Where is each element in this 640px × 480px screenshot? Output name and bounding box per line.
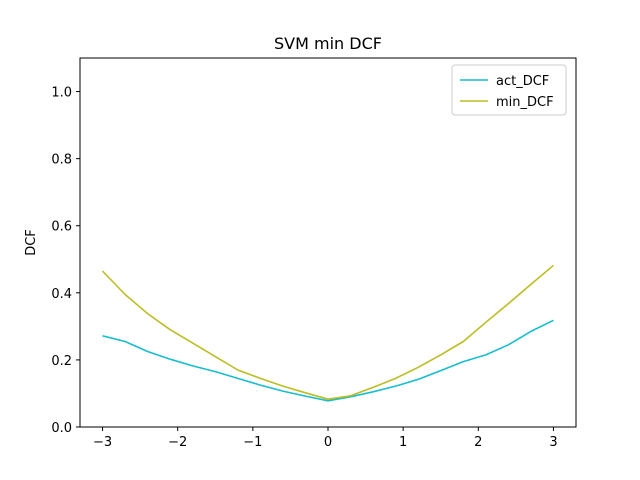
y-tick-label: 0.4 xyxy=(51,287,72,302)
legend: act_DCF min_DCF xyxy=(451,64,567,116)
x-tick-label: 0 xyxy=(324,435,332,450)
x-tick-label: −2 xyxy=(168,435,187,450)
y-tick-label: 0.2 xyxy=(51,354,72,369)
x-tick-label: 1 xyxy=(399,435,407,450)
y-tick-label: 0.0 xyxy=(51,421,72,436)
legend-box xyxy=(451,64,567,116)
axis-ticks: −3 −2 −1 0 1 2 3 0.0 0.2 0.4 0.6 0.8 1.0 xyxy=(51,86,557,450)
y-tick-label: 0.6 xyxy=(51,220,72,235)
x-tick-label: −3 xyxy=(93,435,112,450)
y-tick-label: 1.0 xyxy=(51,86,72,101)
chart-title: SVM min DCF xyxy=(274,34,382,53)
legend-label: act_DCF xyxy=(496,74,549,89)
y-axis-label: DCF xyxy=(24,229,39,256)
legend-label: min_DCF xyxy=(496,95,554,110)
y-tick-label: 0.8 xyxy=(51,153,72,168)
series-line-min-dcf xyxy=(101,264,555,401)
x-tick-label: −1 xyxy=(243,435,262,450)
x-tick-label: 2 xyxy=(474,435,482,450)
series-lines xyxy=(101,264,555,402)
series-line-act-dcf xyxy=(102,319,554,402)
x-tick-label: 3 xyxy=(549,435,557,450)
